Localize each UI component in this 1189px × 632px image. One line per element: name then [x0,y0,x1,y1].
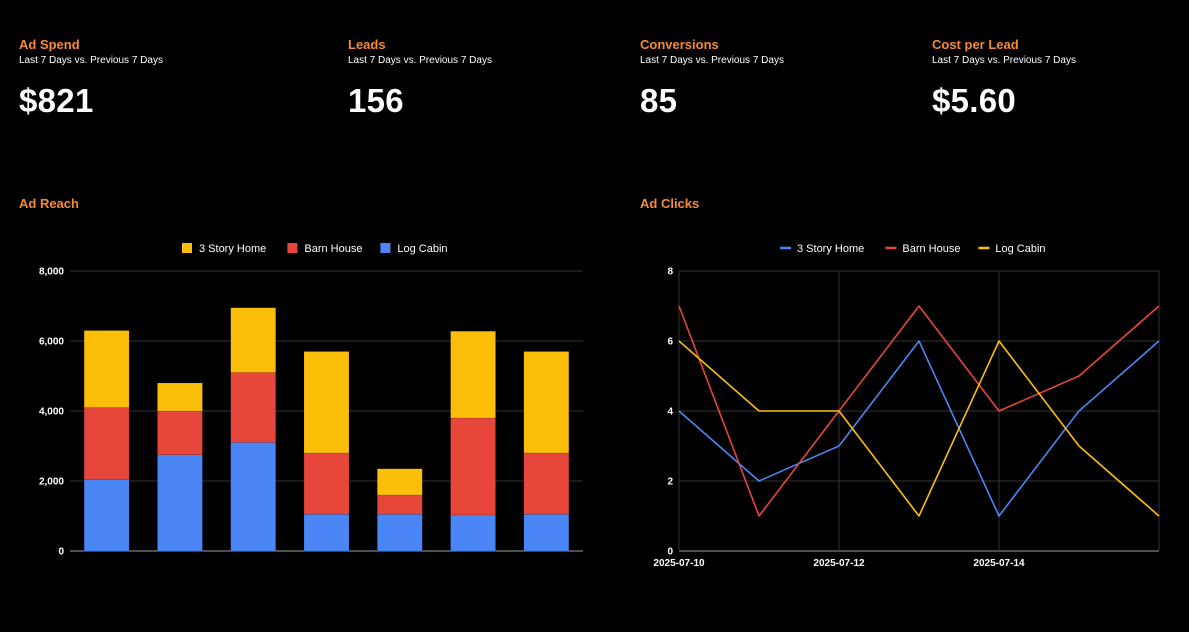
y-tick-label: 4 [667,407,673,418]
legend-label: Log Cabin [397,243,447,255]
kpi-subtitle: Last 7 Days vs. Previous 7 Days [932,55,1076,66]
series-line [678,340,1160,517]
bar-segment [230,307,276,373]
kpi-subtitle: Last 7 Days vs. Previous 7 Days [640,55,784,66]
y-tick-label: 8,000 [39,267,64,278]
bar-segment [303,351,350,454]
bar-segment [230,442,276,552]
kpi-title: Leads [348,37,386,52]
kpi-conversions: Conversions Last 7 Days vs. Previous 7 D… [640,37,920,121]
x-tick-label: 2025-07-12 [813,558,865,569]
legend-swatch [287,243,298,253]
bar-segment [83,407,130,480]
bar-segment [450,330,496,419]
kpi-ad-spend: Ad Spend Last 7 Days vs. Previous 7 Days… [19,37,299,121]
bar-segment [377,468,423,496]
x-tick-label: 2025-07-14 [973,558,1025,569]
kpi-value: $5.60 [932,82,1017,119]
kpi-value: 85 [640,82,678,119]
legend-label: Barn House [902,243,960,255]
y-tick-label: 6,000 [39,337,64,348]
kpi-title: Conversions [640,37,719,52]
y-tick-label: 8 [667,267,673,278]
bar-segment [377,514,423,552]
legend-label: 3 Story Home [797,243,864,255]
legend-label: Barn House [304,243,362,255]
bar-segment [523,452,570,515]
bar-segment [157,410,203,455]
y-tick-label: 0 [58,547,64,558]
bar-segment [450,417,496,516]
y-tick-label: 0 [667,547,673,558]
kpi-subtitle: Last 7 Days vs. Previous 7 Days [19,55,163,66]
bar-segment [450,514,496,552]
x-tick-label: 2025-07-10 [653,558,705,569]
bar-segment [377,494,423,515]
legend-swatch [380,243,391,253]
bar-segment [523,514,570,552]
y-tick-label: 6 [667,337,673,348]
bar-segment [83,330,130,408]
bar-segment [83,479,130,552]
legend-label: 3 Story Home [199,243,266,255]
kpi-leads: Leads Last 7 Days vs. Previous 7 Days 15… [348,37,628,121]
y-tick-label: 2 [667,477,673,488]
kpi-value: $821 [19,82,94,119]
legend-label: Log Cabin [995,243,1045,255]
y-tick-label: 2,000 [39,477,64,488]
series-line [678,305,1160,517]
kpi-title: Ad Spend [19,37,80,52]
kpi-subtitle: Last 7 Days vs. Previous 7 Days [348,55,492,66]
bar-segment [523,351,570,454]
kpi-value: 156 [348,82,404,119]
bar-segment [157,454,203,552]
bar-segment [157,382,203,412]
y-tick-label: 4,000 [39,407,64,418]
ad-clicks-title: Ad Clicks [640,196,700,211]
legend-swatch [182,243,192,253]
bar-segment [230,372,276,443]
series-line [678,340,1160,517]
ad-reach-title: Ad Reach [19,196,79,211]
kpi-title: Cost per Lead [932,37,1019,52]
bar-segment [303,452,350,515]
bar-segment [303,514,350,552]
kpi-cost-per-lead: Cost per Lead Last 7 Days vs. Previous 7… [932,37,1189,121]
